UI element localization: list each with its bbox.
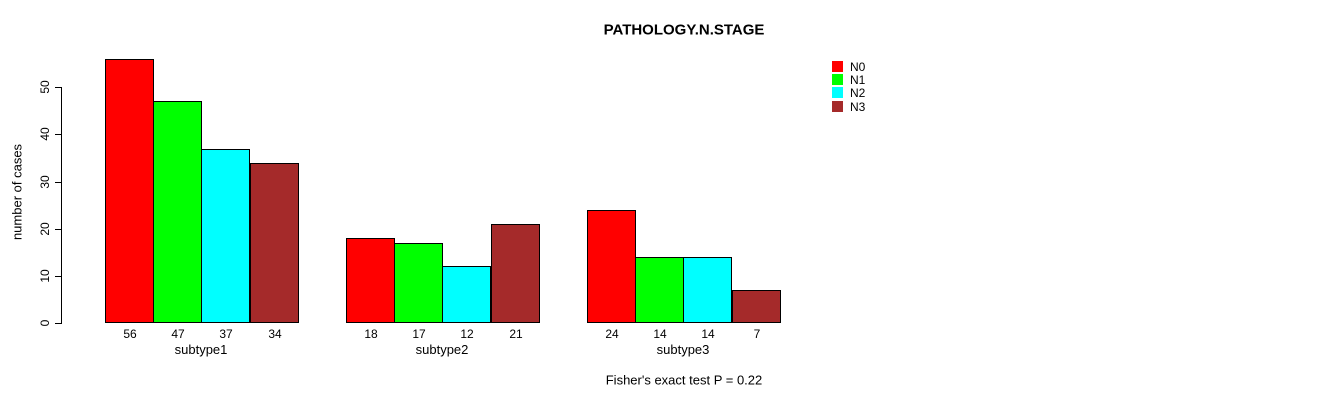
y-tick [55,323,61,324]
bar-N0-subtype1 [105,59,154,323]
legend-label-N1: N1 [850,73,866,87]
y-axis-line [61,87,62,324]
bar-value-N0-subtype1: 56 [123,327,137,341]
bar-N3-subtype2 [491,224,540,323]
y-tick [55,276,61,277]
bar-N2-subtype3 [683,257,732,323]
legend-label-N0: N0 [850,60,866,74]
bar-value-N1-subtype1: 47 [171,327,185,341]
y-tick [55,134,61,135]
bar-value-N2-subtype1: 37 [219,327,233,341]
y-tick [55,87,61,88]
bar-N0-subtype3 [587,210,636,323]
legend-swatch-N3 [832,101,843,112]
bar-value-N3-subtype1: 34 [268,327,282,341]
annotation-fisher-test: Fisher's exact test P = 0.22 [605,372,763,388]
bar-N0-subtype2 [346,238,395,323]
chart-title: PATHOLOGY.N.STAGE [603,21,765,39]
legend-swatch-N2 [832,87,843,98]
legend-label-N2: N2 [850,86,866,100]
bar-value-N3-subtype2: 21 [509,327,523,341]
bar-N3-subtype3 [732,290,781,323]
bar-N3-subtype1 [250,163,299,323]
y-tick [55,229,61,230]
bar-value-N3-subtype3: 7 [753,327,761,341]
y-tick [55,182,61,183]
bar-value-N1-subtype3: 14 [653,327,667,341]
bar-value-N0-subtype2: 18 [364,327,378,341]
legend-label-N3: N3 [850,100,866,114]
bar-N1-subtype2 [394,243,443,323]
bar-value-N0-subtype3: 24 [605,327,619,341]
bar-value-N1-subtype2: 17 [412,327,426,341]
bar-value-N2-subtype3: 14 [701,327,715,341]
category-label-subtype3: subtype3 [656,342,710,357]
category-label-subtype2: subtype2 [415,342,469,357]
category-label-subtype1: subtype1 [174,342,228,357]
legend-swatch-N1 [832,74,843,85]
legend-swatch-N0 [832,61,843,72]
bar-N2-subtype1 [201,149,250,323]
bar-value-N2-subtype2: 12 [460,327,474,341]
bar-N2-subtype2 [442,266,491,323]
